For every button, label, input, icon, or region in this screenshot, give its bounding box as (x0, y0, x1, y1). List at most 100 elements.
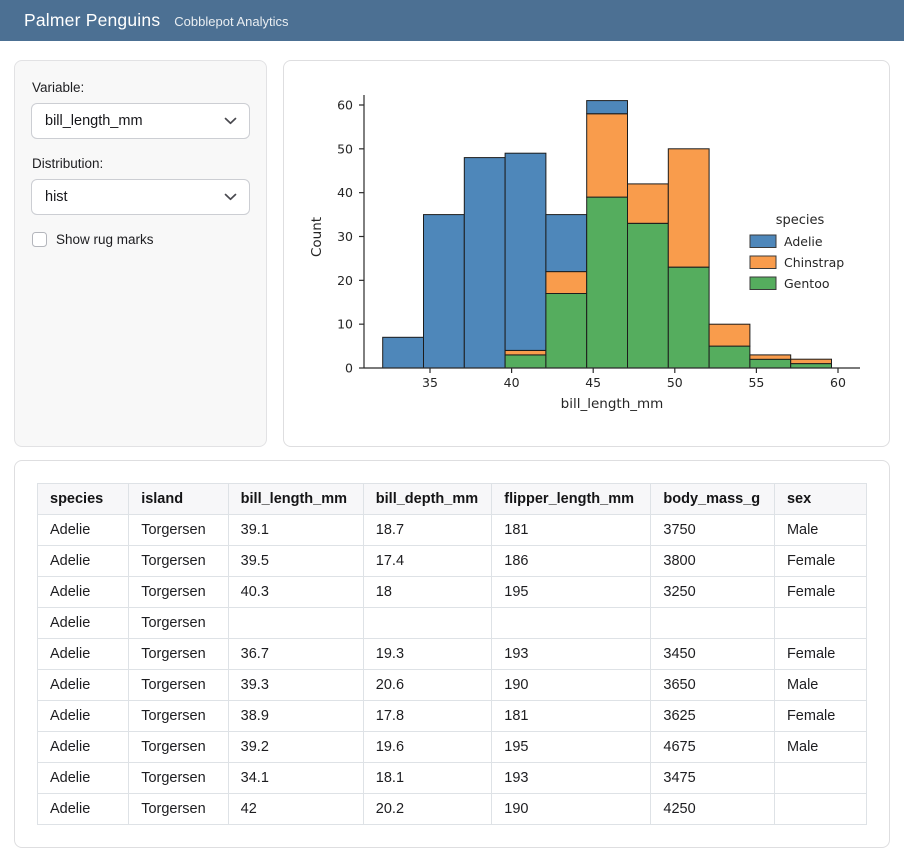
histogram-bar-adelie (382, 336, 424, 369)
table-cell: 39.2 (227, 731, 364, 763)
table-cell: Adelie (36, 762, 130, 794)
svg-text:50: 50 (337, 141, 353, 156)
table-cell: 40.3 (227, 576, 364, 608)
table-cell: 18.7 (362, 514, 493, 546)
table-cell (773, 793, 868, 825)
table-cell: 181 (491, 700, 652, 732)
table-cell: 17.8 (362, 700, 493, 732)
table-cell: 193 (491, 762, 652, 794)
distribution-select[interactable]: hist (31, 179, 250, 215)
histogram-bar-chinstrap (667, 148, 710, 268)
main-content: Variable: bill_length_mm Distribution: h… (0, 41, 904, 848)
histogram-bar-gentoo (545, 293, 588, 369)
histogram-bar-chinstrap (708, 323, 751, 347)
histogram-bar-adelie (423, 214, 465, 369)
legend-title: species (776, 213, 825, 228)
histogram-bar-gentoo (708, 345, 751, 369)
x-axis-label: bill_length_mm (561, 396, 664, 412)
table-cell (773, 762, 868, 794)
table-cell: Male (773, 731, 868, 763)
histogram-bar-gentoo (586, 196, 629, 369)
table-cell: Adelie (36, 669, 130, 701)
legend-swatch-adelie (749, 234, 777, 248)
svg-text:50: 50 (667, 375, 683, 390)
app-subtitle: Cobblepot Analytics (174, 14, 289, 29)
table-cell: Torgersen (128, 762, 229, 794)
svg-text:10: 10 (337, 317, 353, 332)
histogram-bar-chinstrap (627, 183, 669, 224)
table-cell: 195 (491, 576, 652, 608)
table-cell: Torgersen (128, 638, 229, 670)
svg-text:55: 55 (748, 375, 764, 390)
table-cell: 19.3 (362, 638, 493, 670)
table-cell: 190 (491, 793, 652, 825)
histogram-bar-adelie (545, 214, 588, 273)
table-cell: Adelie (36, 638, 130, 670)
distribution-select-value: hist (45, 189, 68, 205)
table-card: species island bill_length_mm bill_depth_mm… (14, 460, 890, 848)
table-cell: 20.6 (362, 669, 493, 701)
table-cell (491, 607, 652, 639)
table-cell: 3250 (650, 576, 775, 608)
legend-label: Adelie (784, 234, 823, 249)
histogram-bar-adelie (463, 157, 506, 369)
svg-text:60: 60 (830, 375, 846, 390)
table-cell: Male (773, 514, 868, 546)
table-row: Adelie Torgersen 34.1 18.1 193 3475 (36, 762, 868, 794)
svg-text:20: 20 (337, 273, 353, 288)
histogram-bar-chinstrap (749, 354, 792, 360)
table-cell: Adelie (36, 514, 130, 546)
column-header: flipper_length_mm (491, 483, 652, 515)
column-header: bill_length_mm (227, 483, 364, 515)
table-cell (773, 607, 868, 639)
column-header: bill_depth_mm (362, 483, 493, 515)
histogram-bar-gentoo (749, 358, 792, 369)
table-row: Adelie Torgersen 38.9 17.8 181 3625 Female (36, 700, 868, 732)
table-cell: 17.4 (362, 545, 493, 577)
histogram-chart: 35 40 45 50 55 60 0 10 20 30 40 50 60 bill_length_mm C… (309, 95, 860, 412)
table-row: Adelie Torgersen 39.2 19.6 195 4675 Male (36, 731, 868, 763)
svg-text:35: 35 (422, 375, 438, 390)
table-header-row: species island bill_length_mm bill_depth_mm… (36, 483, 868, 515)
table-cell: 4250 (650, 793, 775, 825)
variable-label: Variable: (32, 80, 85, 95)
table-cell: Torgersen (128, 545, 229, 577)
show-rug-label: Show rug marks (56, 232, 154, 247)
chevron-down-icon (224, 189, 237, 205)
variable-select-value: bill_length_mm (45, 113, 143, 129)
table-cell: 186 (491, 545, 652, 577)
table-cell (650, 607, 775, 639)
table-cell: 3650 (650, 669, 775, 701)
legend-swatch-chinstrap (749, 255, 777, 269)
table-cell: Adelie (36, 793, 130, 825)
table-cell: 18 (362, 576, 493, 608)
table-cell: Torgersen (128, 731, 229, 763)
table-cell: 190 (491, 669, 652, 701)
table-cell: Female (773, 576, 868, 608)
svg-text:30: 30 (337, 229, 353, 244)
histogram-bar-gentoo (790, 363, 833, 369)
table-cell: Torgersen (128, 793, 229, 825)
show-rug-checkbox[interactable] (32, 232, 47, 247)
svg-text:40: 40 (504, 375, 520, 390)
table-cell (227, 607, 364, 639)
table-cell: 193 (491, 638, 652, 670)
chevron-down-icon (224, 113, 237, 129)
sidebar-panel: Variable: bill_length_mm Distribution: h… (14, 60, 267, 447)
chart-card: 35 40 45 50 55 60 0 10 20 30 40 50 60 bill_length_mm C… (283, 60, 890, 447)
table-row: Adelie Torgersen (36, 607, 868, 639)
table-row: Adelie Torgersen 39.1 18.7 181 3750 Male (36, 514, 868, 546)
svg-text:60: 60 (337, 98, 353, 113)
y-axis-label: Count (309, 217, 325, 257)
histogram-bar-chinstrap (586, 113, 629, 198)
table-cell: Female (773, 638, 868, 670)
table-cell: Adelie (36, 700, 130, 732)
svg-text:45: 45 (585, 375, 601, 390)
histogram-bar-chinstrap (545, 271, 588, 295)
svg-text:40: 40 (337, 185, 353, 200)
histogram-bar-adelie (504, 152, 547, 351)
table-row: Adelie Torgersen 39.3 20.6 190 3650 Male (36, 669, 868, 701)
table-cell: 3750 (650, 514, 775, 546)
variable-select[interactable]: bill_length_mm (31, 103, 250, 139)
histogram-bar-adelie (586, 100, 629, 115)
